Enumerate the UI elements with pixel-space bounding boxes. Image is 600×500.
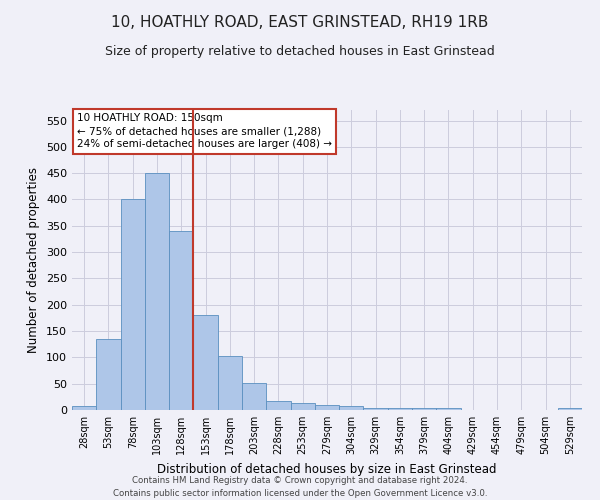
Bar — [72, 406, 96, 410]
Text: Contains HM Land Registry data © Crown copyright and database right 2024.
Contai: Contains HM Land Registry data © Crown c… — [113, 476, 487, 498]
Bar — [145, 173, 169, 410]
Bar — [436, 408, 461, 410]
Bar — [339, 406, 364, 410]
Bar — [193, 316, 218, 410]
Bar — [388, 408, 412, 410]
Y-axis label: Number of detached properties: Number of detached properties — [28, 167, 40, 353]
Bar — [169, 231, 193, 410]
Bar — [218, 356, 242, 410]
Bar — [242, 382, 266, 410]
Text: 10, HOATHLY ROAD, EAST GRINSTEAD, RH19 1RB: 10, HOATHLY ROAD, EAST GRINSTEAD, RH19 1… — [112, 15, 488, 30]
Bar — [315, 404, 339, 410]
Text: Size of property relative to detached houses in East Grinstead: Size of property relative to detached ho… — [105, 45, 495, 58]
Bar — [96, 339, 121, 410]
Text: 10 HOATHLY ROAD: 150sqm
← 75% of detached houses are smaller (1,288)
24% of semi: 10 HOATHLY ROAD: 150sqm ← 75% of detache… — [77, 113, 332, 150]
Bar — [412, 408, 436, 410]
Bar — [364, 408, 388, 410]
Bar — [121, 200, 145, 410]
Bar — [558, 408, 582, 410]
Bar — [266, 401, 290, 410]
X-axis label: Distribution of detached houses by size in East Grinstead: Distribution of detached houses by size … — [157, 462, 497, 475]
Bar — [290, 403, 315, 410]
